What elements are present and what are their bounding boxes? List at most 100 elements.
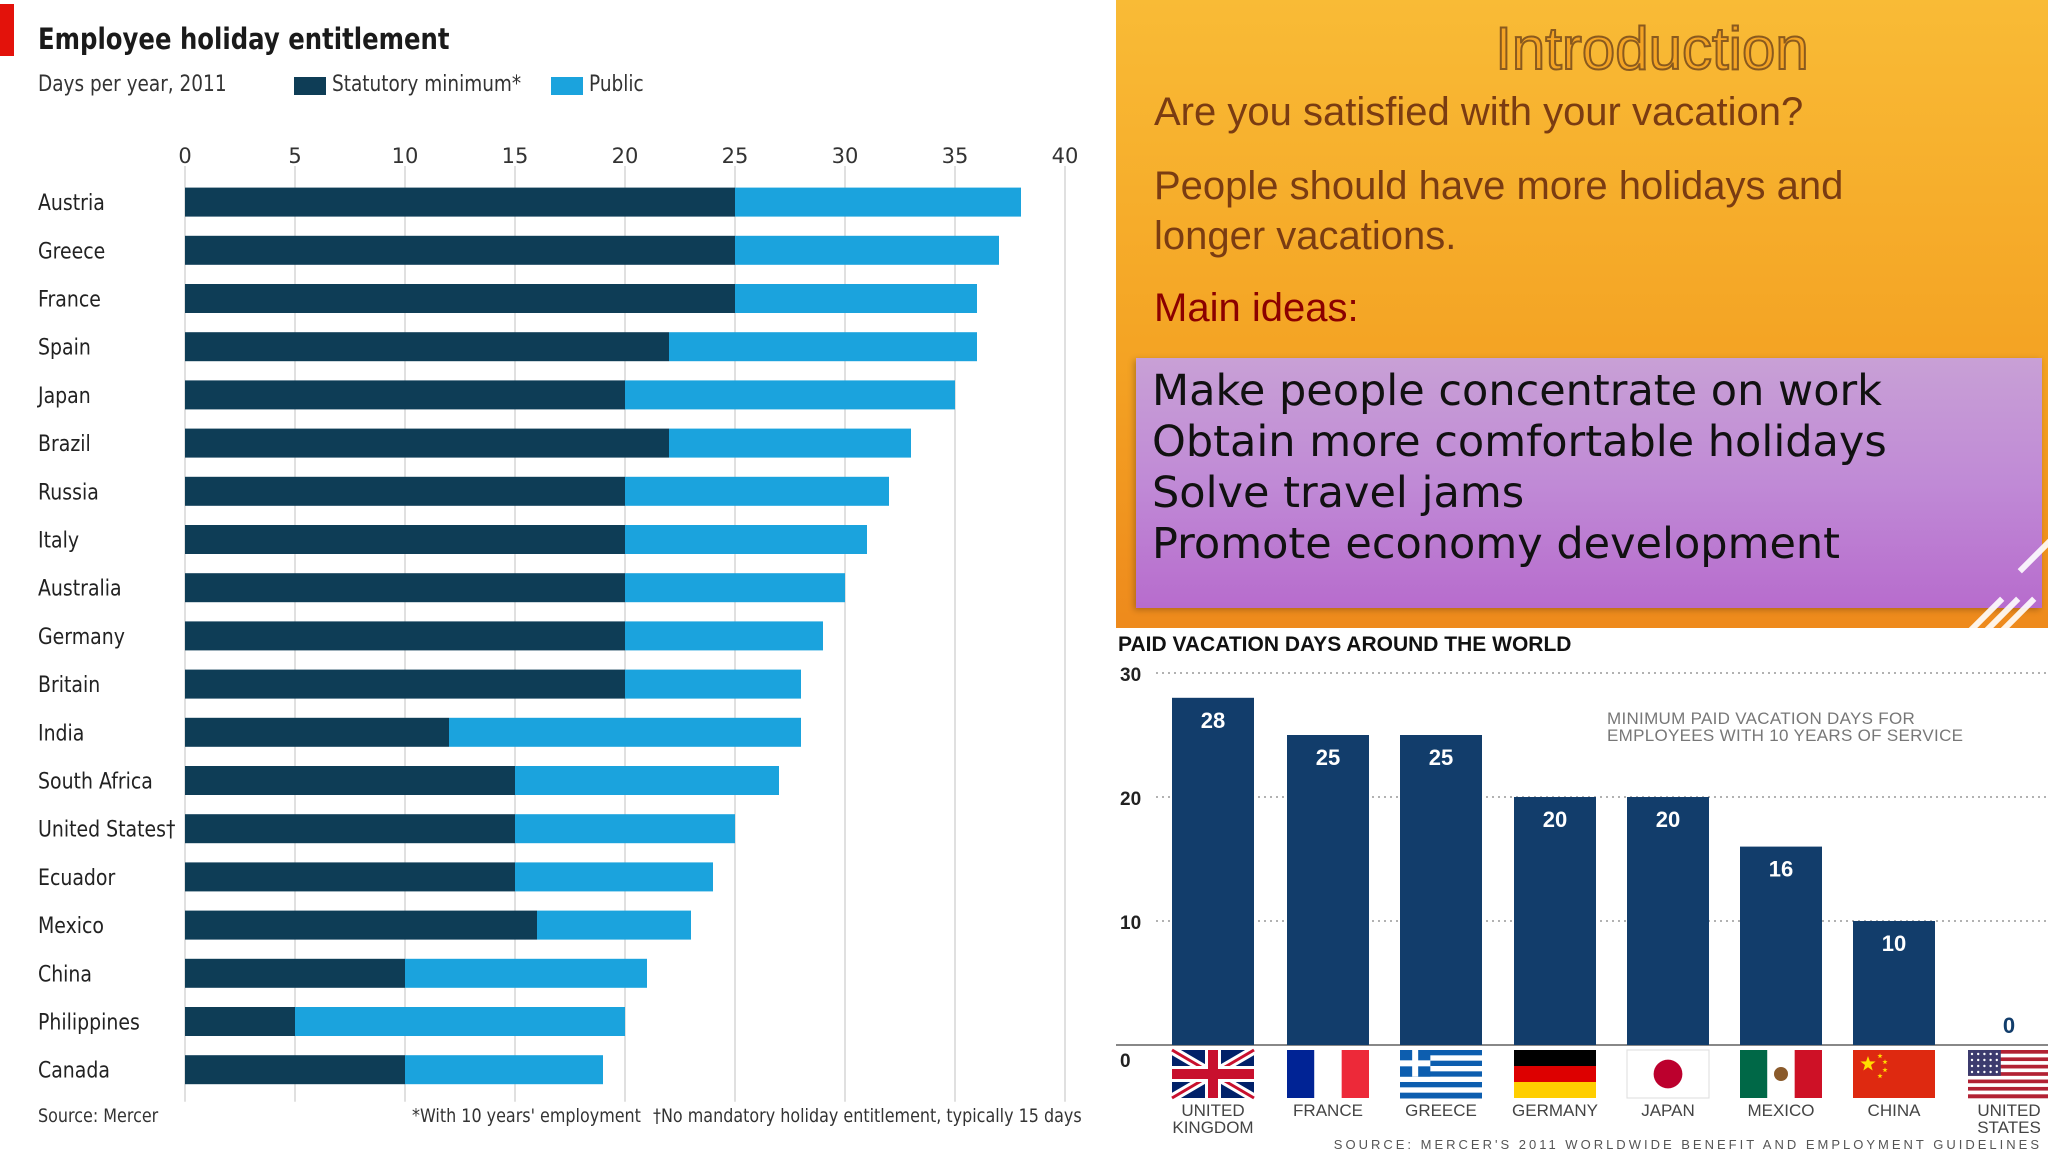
bar-statutory — [185, 814, 515, 844]
bar-public — [515, 814, 735, 844]
bar-public — [449, 717, 801, 747]
statement-line-2: longer vacations. — [1154, 214, 1457, 258]
legend-swatch-public — [551, 77, 583, 95]
y-category-label: United States† — [38, 816, 175, 842]
legend-swatch-statutory — [294, 77, 326, 95]
x-tick-label: 0 — [178, 144, 191, 168]
chart-plot-area: 0 5 10 15 20 25 30 35 40 Austria Greece France Spain… — [36, 144, 1079, 1102]
vacation-bar — [1627, 797, 1709, 1045]
germany-flag-icon — [1514, 1050, 1596, 1098]
bar-public — [537, 910, 691, 940]
bar-statutory — [185, 621, 625, 651]
y-category-label: Philippines — [38, 1009, 140, 1035]
y-category-label: Spain — [38, 334, 91, 360]
category-label: UNITED — [1181, 1101, 1244, 1120]
category-label: FRANCE — [1293, 1101, 1363, 1120]
category-label: GREECE — [1405, 1101, 1477, 1120]
idea-item: Obtain more comfortable holidays — [1152, 417, 1887, 467]
introduction-title: Introduction — [1494, 14, 1810, 83]
bar-statutory — [185, 525, 625, 554]
bar-public — [405, 958, 647, 988]
bar-value-label: 0 — [2003, 1013, 2015, 1038]
category-label: GERMANY — [1512, 1101, 1598, 1120]
bar-value-label: 28 — [1201, 708, 1225, 733]
x-tick-label: 30 — [832, 144, 859, 168]
y-category-label: Mexico — [38, 913, 104, 939]
france-flag-icon — [1287, 1050, 1369, 1098]
vacation-plot-area: 010203028UNITEDKINGDOM25FRANCE25GREECE20… — [1116, 665, 2048, 1137]
idea-item: Promote economy development — [1152, 519, 1841, 569]
x-tick-label: 25 — [722, 144, 749, 168]
category-label: UNITED — [1977, 1101, 2040, 1120]
bar-public — [625, 525, 867, 554]
bar-public — [295, 1007, 625, 1036]
y-category-label: Australia — [38, 575, 122, 601]
x-tick-label: 10 — [392, 144, 419, 168]
bar-public — [515, 862, 713, 892]
category-label: STATES — [1977, 1118, 2041, 1137]
bar-public — [625, 573, 845, 603]
question-text: Are you satisfied with your vacation? — [1154, 90, 1804, 134]
idea-item: Solve travel jams — [1152, 468, 1525, 518]
category-label: MEXICO — [1747, 1101, 1814, 1120]
bar-public — [669, 428, 911, 458]
bar-value-label: 20 — [1656, 807, 1680, 832]
brand-tab — [0, 4, 14, 56]
bar-statutory — [185, 958, 405, 988]
y-category-label: Austria — [38, 190, 105, 216]
vacation-bar — [1400, 735, 1482, 1045]
y-category-label: Italy — [38, 527, 79, 553]
chart-subtitle: Days per year, 2011 — [38, 72, 227, 97]
x-tick-label: 20 — [612, 144, 639, 168]
y-category-label: Ecuador — [38, 865, 116, 891]
bar-public — [625, 476, 889, 506]
bar-statutory — [185, 187, 735, 217]
bar-statutory — [185, 1007, 295, 1036]
bar-statutory — [185, 284, 735, 313]
china-flag-icon — [1853, 1050, 1935, 1098]
vacation-chart-title: PAID VACATION DAYS AROUND THE WORLD — [1118, 633, 1572, 656]
mexico-flag-icon — [1740, 1050, 1822, 1098]
category-label: KINGDOM — [1172, 1118, 1253, 1137]
legend-label-public: Public — [589, 72, 644, 97]
vacation-bar — [1172, 697, 1254, 1045]
x-tick-label: 5 — [288, 144, 301, 168]
chart-footnote-2: †No mandatory holiday entitlement, typic… — [653, 1105, 1082, 1127]
vacation-chart-source: SOURCE: MERCER'S 2011 WORLDWIDE BENEFIT … — [1333, 1137, 2042, 1152]
bar-statutory — [185, 766, 515, 795]
y-category-label: Japan — [36, 383, 91, 409]
x-tick-label: 35 — [942, 144, 969, 168]
x-tick-label: 40 — [1052, 144, 1079, 168]
x-tick-label: 15 — [502, 144, 529, 168]
bar-value-label: 16 — [1769, 857, 1793, 882]
bar-value-label: 10 — [1882, 931, 1906, 956]
vacation-bar — [1853, 921, 1935, 1045]
japan-flag-icon — [1626, 1049, 1710, 1099]
bar-public — [735, 187, 1021, 217]
bar-statutory — [185, 573, 625, 603]
y-category-label: Russia — [38, 479, 99, 505]
bar-public — [735, 235, 999, 265]
bar-statutory — [185, 332, 669, 362]
idea-item: Make people concentrate on work — [1152, 366, 1883, 416]
bar-public — [625, 669, 801, 699]
bar-statutory — [185, 862, 515, 892]
usa-flag-icon — [1968, 1050, 2048, 1099]
main-ideas-box: Make people concentrate on work Obtain m… — [1136, 358, 2042, 608]
chart-source: Source: Mercer — [38, 1105, 159, 1127]
paid-vacation-chart: 0 10 20 30 28 UNITED KINGDOM 25 FRANCE 25 GREECE 20… — [1116, 628, 2048, 1152]
y-tick-label: 0 — [1120, 1051, 1131, 1072]
bar-statutory — [185, 235, 735, 265]
y-category-label: Germany — [38, 624, 125, 650]
bar-public — [405, 1055, 603, 1085]
bar-statutory — [185, 380, 625, 410]
y-tick-label: 10 — [1120, 913, 1141, 934]
legend-label-statutory: Statutory minimum* — [332, 72, 522, 97]
y-category-label: South Africa — [38, 768, 153, 794]
bar-public — [735, 284, 977, 313]
bar-statutory — [185, 910, 537, 940]
vacation-bar — [1740, 846, 1822, 1045]
holiday-entitlement-chart: Employee holiday entitlement Days per ye… — [0, 4, 1082, 1127]
bar-public — [515, 766, 779, 795]
